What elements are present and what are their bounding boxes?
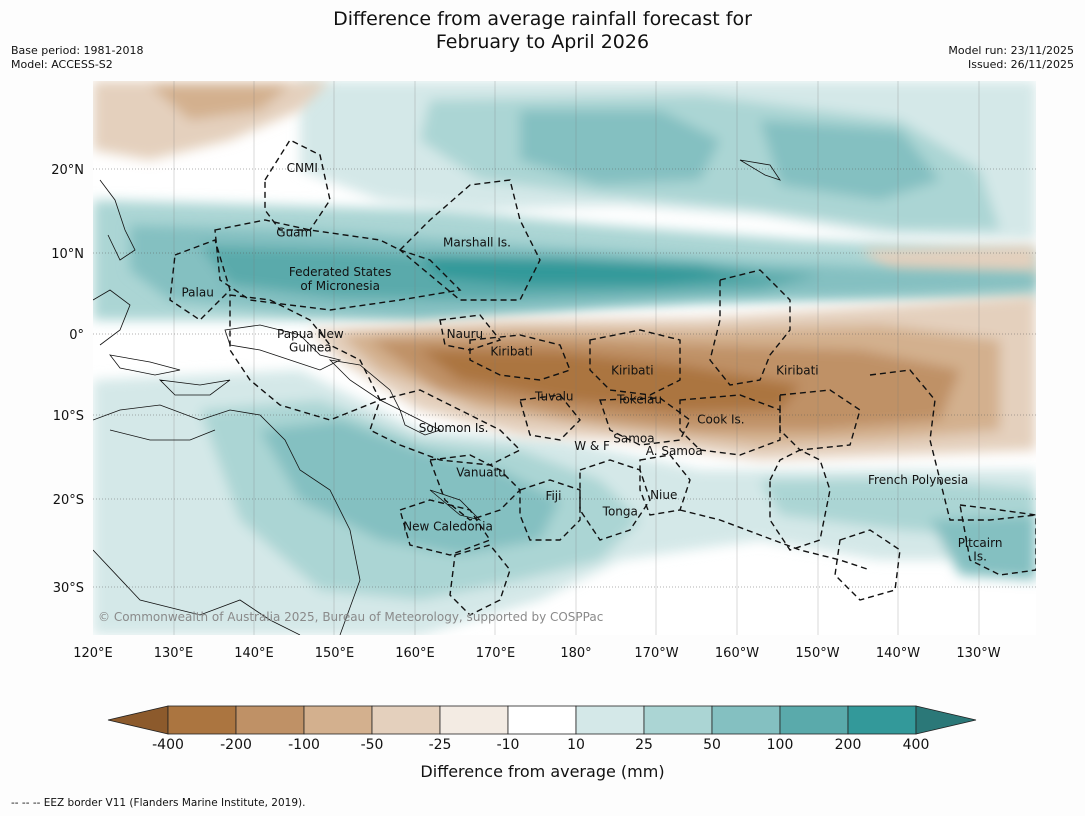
place-label: Solomon Is.: [419, 421, 489, 435]
colorbar-segment: [507, 705, 577, 735]
colorbar-segment: [371, 705, 441, 735]
model-run-date: Model run: 23/11/2025: [948, 44, 1074, 57]
latitude-labels: 20°N 10°N 0° 10°S 20°S 30°S: [51, 163, 84, 596]
place-label: Tokelau: [616, 393, 662, 407]
colorbar-tick-label: -100: [288, 737, 320, 753]
colorbar-tick-label: 50: [703, 737, 721, 753]
colorbar-extend-low: [107, 705, 169, 735]
colorbar-tick-label: -50: [360, 737, 384, 753]
longitude-label: 150°W: [795, 646, 839, 661]
colorbar-segment: [643, 705, 713, 735]
base-period: Base period: 1981-2018: [11, 44, 144, 57]
latitude-label: 20°N: [51, 163, 84, 178]
colorbar-tick-label: -25: [428, 737, 452, 753]
map-title-line-2: February to April 2026: [435, 31, 650, 53]
place-label: Kiribati: [611, 364, 653, 378]
place-label: Federated States: [289, 265, 391, 279]
colorbar-extend-high: [915, 705, 977, 735]
colorbar-tick-label: 400: [902, 737, 930, 753]
place-label: Cook Is.: [697, 412, 744, 426]
model-name: Model: ACCESS-S2: [11, 58, 113, 71]
place-label: Marshall Is.: [443, 236, 511, 250]
longitude-label: 140°W: [876, 646, 920, 661]
place-label: Fiji: [545, 489, 561, 503]
latitude-label: 20°S: [53, 493, 84, 508]
latitude-label: 0°: [69, 328, 84, 343]
place-label: Samoa: [613, 432, 654, 446]
place-label: Kiribati: [490, 344, 532, 358]
colorbar-tick-label: -400: [152, 737, 184, 753]
latitude-label: 30°S: [53, 581, 84, 596]
place-label: Is.: [973, 549, 987, 563]
place-label: of Micronesia: [300, 279, 380, 293]
copyright-notice: © Commonwealth of Australia 2025, Bureau…: [98, 610, 603, 624]
longitude-label: 160°W: [715, 646, 759, 661]
longitude-label: 170°E: [476, 646, 516, 661]
colorbar-tick-label: 25: [635, 737, 653, 753]
metadata-left: Base period: 1981-2018 Model: ACCESS-S2: [11, 44, 143, 72]
colorbar-segment: [235, 705, 305, 735]
latitude-label: 10°S: [53, 409, 84, 424]
colorbar-tick-label: -200: [220, 737, 252, 753]
longitude-label: 140°E: [234, 646, 274, 661]
place-label: New Caledonia: [403, 520, 493, 534]
longitude-label: 130°W: [956, 646, 1000, 661]
longitude-label: 180°: [560, 646, 591, 661]
colorbar-segment: [439, 705, 509, 735]
place-label: CNMI: [287, 161, 318, 175]
longitude-label: 130°E: [154, 646, 194, 661]
colorbar-segment: [779, 705, 849, 735]
anomaly-field: © Commonwealth of Australia 2025, Bureau…: [93, 81, 1036, 635]
colorbar: [107, 705, 977, 735]
longitude-labels: 120°E 130°E 140°E 150°E 160°E 170°E 180° 170°W 1…: [73, 646, 1000, 661]
place-label: Niue: [650, 488, 677, 502]
metadata-right: Model run: 23/11/2025 Issued: 26/11/2025: [948, 44, 1074, 72]
place-label: Guinea: [289, 340, 332, 354]
colorbar-segment: [847, 705, 917, 735]
colorbar-label: Difference from average (mm): [420, 762, 665, 781]
longitude-label: 170°W: [634, 646, 678, 661]
place-label: Kiribati: [776, 364, 818, 378]
place-label: Vanuatu: [456, 466, 506, 480]
place-label: Palau: [181, 286, 213, 300]
place-label: French Polynesia: [868, 473, 968, 487]
eez-footnote: -- -- -- EEZ border V11 (Flanders Marine…: [11, 797, 306, 809]
eez-borders: [169, 139, 1036, 616]
colorbar-segment: [303, 705, 373, 735]
colorbar-tick-label: 100: [766, 737, 794, 753]
colorbar-segment: [167, 705, 237, 735]
colorbar-segment: [575, 705, 645, 735]
colorbar-tick-label: 200: [834, 737, 862, 753]
colorbar-tick-label: 10: [567, 737, 585, 753]
issued-date: Issued: 26/11/2025: [967, 58, 1074, 71]
place-label: Nauru: [447, 327, 483, 341]
place-label: W & F: [574, 439, 610, 453]
longitude-label: 160°E: [395, 646, 435, 661]
colorbar-tick-label: -10: [496, 737, 520, 753]
longitude-label: 120°E: [73, 646, 113, 661]
place-label: Pitcairn: [958, 536, 1003, 550]
latitude-label: 10°N: [51, 247, 84, 262]
colorbar-segment: [711, 705, 781, 735]
place-label: Tuvalu: [534, 389, 574, 403]
coastlines: [93, 159, 781, 635]
place-label: A. Samoa: [646, 444, 703, 458]
longitude-label: 150°E: [315, 646, 355, 661]
place-label: Guam: [276, 226, 312, 240]
place-label: Papua New: [277, 327, 344, 341]
place-label: Tonga: [602, 505, 638, 519]
graticule: [173, 81, 980, 635]
map-title-line-1: Difference from average rainfall forecas…: [333, 8, 752, 30]
